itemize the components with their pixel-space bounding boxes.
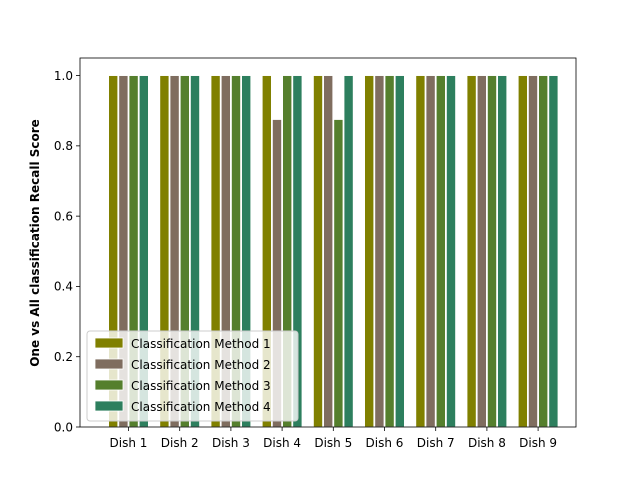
y-tick-label: 0.6: [54, 209, 73, 223]
bar-dish-7-method-3: [435, 75, 446, 428]
y-tick-label: 0.2: [54, 350, 73, 364]
bar-dish-8-method-3: [486, 75, 497, 428]
bar-dish-8-method-1: [466, 75, 477, 428]
legend-swatch-method-1: [94, 337, 124, 349]
x-tick-label: Dish 7: [417, 436, 455, 450]
bar-dish-7-method-4: [445, 75, 456, 428]
bar-dish-5-method-4: [343, 75, 354, 428]
y-tick-label: 0.0: [54, 420, 73, 434]
bar-dish-9-method-3: [538, 75, 549, 428]
bar-dish-9-method-2: [528, 75, 539, 428]
bar-dish-5-method-3: [333, 119, 344, 428]
legend-swatch-method-3: [94, 379, 124, 391]
bar-dish-5-method-2: [323, 75, 334, 428]
x-tick-label: Dish 5: [314, 436, 352, 450]
legend: Classification Method 1 Classification Me…: [86, 330, 299, 422]
bar-dish-7-method-1: [415, 75, 426, 428]
y-tick-label: 0.8: [54, 139, 73, 153]
y-tick-label: 1.0: [54, 69, 73, 83]
y-tick-label: 0.4: [54, 280, 73, 294]
bar-dish-7-method-2: [425, 75, 436, 428]
plot-frame: [79, 57, 577, 428]
x-tick-label: Dish 8: [468, 436, 506, 450]
bar-dish-6-method-2: [374, 75, 385, 428]
legend-label-method-1: Classification Method 1: [131, 337, 271, 351]
y-axis-label: One vs All classification Recall Score: [28, 119, 42, 367]
bar-dish-6-method-3: [384, 75, 395, 428]
legend-label-method-2: Classification Method 2: [131, 358, 271, 372]
bar-dish-6-method-4: [394, 75, 405, 428]
legend-swatch-method-4: [94, 400, 124, 412]
legend-label-method-4: Classification Method 4: [131, 400, 271, 414]
x-tick-label: Dish 4: [263, 436, 301, 450]
x-tick-label: Dish 3: [212, 436, 250, 450]
x-tick-label: Dish 6: [366, 436, 404, 450]
bars-layer: [108, 75, 559, 428]
axes-layer: 0.0 0.2 0.4 0.6 0.8 1.0 Dish 1 Dish 2 Dish 3 Dish…: [28, 57, 577, 450]
bar-dish-8-method-4: [497, 75, 508, 428]
bar-dish-5-method-1: [312, 75, 323, 428]
x-tick-label: Dish 9: [519, 436, 557, 450]
bar-dish-6-method-1: [364, 75, 375, 428]
legend-swatch-method-2: [94, 358, 124, 370]
x-tick-label: Dish 1: [110, 436, 148, 450]
legend-label-method-3: Classification Method 3: [131, 379, 271, 393]
bar-dish-9-method-4: [548, 75, 559, 428]
bar-dish-9-method-1: [517, 75, 528, 428]
legend-box: [86, 330, 299, 422]
x-tick-label: Dish 2: [161, 436, 199, 450]
bar-dish-8-method-2: [476, 75, 487, 428]
